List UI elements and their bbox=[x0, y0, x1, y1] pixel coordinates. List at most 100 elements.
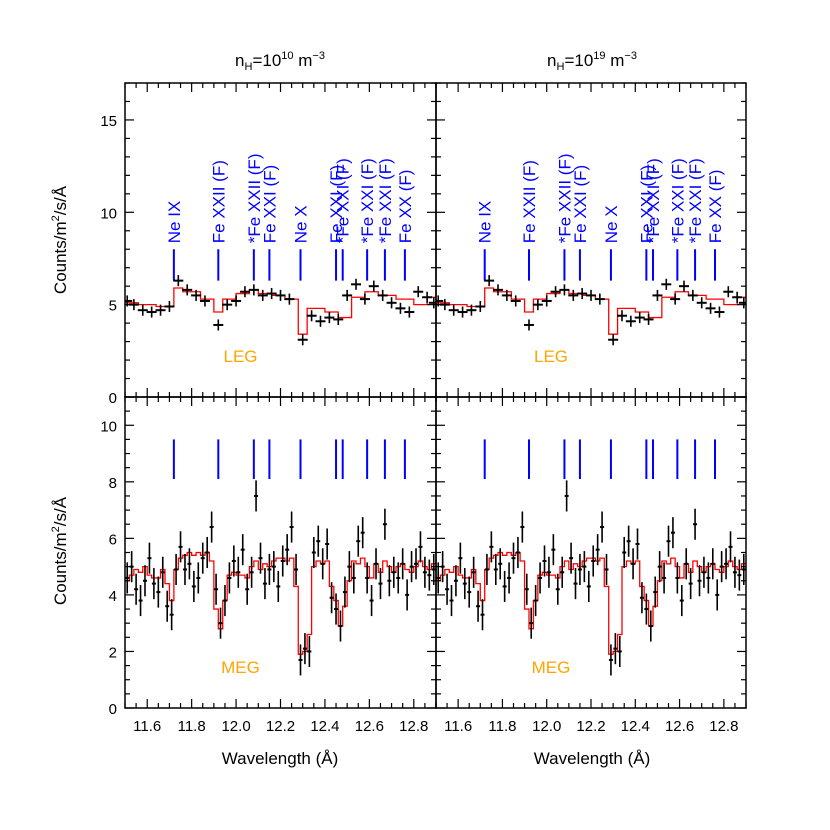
x-tick-label: 11.8 bbox=[488, 718, 516, 735]
data-point-24 bbox=[231, 545, 236, 577]
data-point-64 bbox=[719, 551, 724, 583]
data-point-62 bbox=[710, 548, 715, 580]
column-title-right: nH=1019 m−3 bbox=[547, 50, 637, 73]
model-histogram bbox=[436, 551, 746, 655]
data-point-18 bbox=[515, 536, 520, 569]
data-point-40 bbox=[613, 633, 618, 665]
data-point-5 bbox=[458, 542, 463, 574]
data-point-16 bbox=[577, 288, 588, 300]
instrument-label-meg: MEG bbox=[532, 658, 571, 677]
data-point-50 bbox=[657, 551, 662, 583]
data-point-38 bbox=[294, 553, 299, 586]
data-point-50 bbox=[347, 551, 352, 583]
model-histogram bbox=[125, 551, 436, 655]
data-point-21 bbox=[625, 315, 636, 327]
data-point-34 bbox=[738, 297, 746, 309]
data-point-12 bbox=[489, 531, 494, 563]
data-point-21 bbox=[529, 607, 534, 639]
data-point-29 bbox=[254, 480, 259, 512]
data-point-46 bbox=[639, 582, 644, 614]
x-axis-label-right: Wavelength (Å) bbox=[534, 749, 651, 768]
line-id-label-9: Fe XX (F) bbox=[706, 170, 725, 244]
data-point-13 bbox=[239, 286, 250, 298]
data-point-28 bbox=[377, 289, 388, 301]
data-point-20 bbox=[214, 573, 219, 605]
data-point-38 bbox=[604, 553, 609, 586]
data-point-18 bbox=[284, 293, 295, 305]
data-point-44 bbox=[631, 548, 636, 580]
column-title-left: nH=1010 m−3 bbox=[235, 50, 325, 73]
line-id-label-5: Fe XXI (F) bbox=[637, 165, 656, 243]
data-point-6 bbox=[462, 568, 467, 600]
data-point-27 bbox=[368, 280, 379, 292]
data-point-9 bbox=[476, 590, 481, 622]
data-point-42 bbox=[311, 536, 316, 569]
line-id-label-2: *Fe XXII (F) bbox=[245, 154, 264, 244]
data-point-51 bbox=[351, 562, 356, 594]
data-point-61 bbox=[706, 562, 711, 594]
data-point-3 bbox=[138, 585, 143, 617]
data-point-16 bbox=[266, 288, 277, 300]
data-point-39 bbox=[298, 644, 303, 676]
data-point-60 bbox=[701, 556, 706, 588]
data-point-27 bbox=[245, 573, 250, 605]
data-point-5 bbox=[475, 300, 486, 313]
data-point-22 bbox=[222, 585, 227, 617]
y-tick-label: 4 bbox=[109, 588, 117, 605]
x-tick-label: 12.0 bbox=[221, 718, 250, 735]
data-point-26 bbox=[670, 293, 681, 305]
panel-r0c0-leg-panel: Ne IX Fe XXII (F) *Fe XXII (F)Fe XXI (F) Ne… bbox=[100, 82, 437, 407]
data-point-66 bbox=[728, 531, 733, 563]
data-point-30 bbox=[395, 302, 406, 314]
data-point-2 bbox=[137, 304, 148, 316]
data-point-41 bbox=[307, 635, 312, 668]
data-point-48 bbox=[648, 610, 653, 642]
data-point-22 bbox=[533, 585, 538, 617]
data-point-68 bbox=[737, 559, 742, 591]
y-tick-label: 2 bbox=[109, 644, 117, 661]
data-point-26 bbox=[551, 534, 556, 566]
data-point-12 bbox=[178, 531, 183, 563]
data-point-12 bbox=[541, 295, 552, 307]
data-point-7 bbox=[467, 576, 472, 608]
data-point-27 bbox=[555, 573, 560, 605]
data-point-32 bbox=[413, 286, 424, 298]
line-id-label-9: Fe XX (F) bbox=[396, 170, 415, 244]
line-id-label-8: *Fe XXI (F) bbox=[376, 158, 395, 243]
line-id-label-3: Fe XXI (F) bbox=[260, 165, 279, 243]
line-id-label-8: *Fe XXI (F) bbox=[686, 158, 705, 243]
data-point-11 bbox=[532, 299, 543, 311]
data-point-9 bbox=[510, 295, 521, 307]
data-point-9 bbox=[165, 590, 170, 622]
data-point-14 bbox=[248, 284, 259, 296]
data-point-45 bbox=[635, 528, 640, 560]
data-point-11 bbox=[174, 553, 179, 586]
instrument-label-leg: LEG bbox=[534, 347, 568, 366]
data-point-13 bbox=[550, 286, 561, 298]
instrument-label-leg: LEG bbox=[223, 347, 257, 366]
line-id-label-0: Ne IX bbox=[476, 201, 495, 244]
x-tick-label: 12.4 bbox=[310, 718, 339, 735]
data-point-59 bbox=[387, 565, 392, 597]
data-point-36 bbox=[595, 534, 600, 566]
data-point-31 bbox=[262, 568, 267, 600]
panel-r1c0-meg-panel: MEG 0 2 4 6 8 10 11.6 11.8 12.0 12.2 12.4 12.6 12.8 bbox=[100, 396, 437, 735]
data-point-56 bbox=[374, 548, 379, 580]
data-point-10 bbox=[480, 599, 485, 631]
data-point-17 bbox=[511, 542, 516, 574]
data-point-21 bbox=[315, 315, 326, 327]
data-point-29 bbox=[386, 297, 397, 309]
data-point-13 bbox=[182, 553, 187, 586]
data-point-46 bbox=[329, 582, 334, 614]
data-point-32 bbox=[267, 553, 272, 586]
panel-frame bbox=[124, 396, 437, 709]
data-point-3 bbox=[146, 306, 157, 318]
data-point-66 bbox=[418, 531, 423, 563]
data-point-58 bbox=[382, 508, 387, 540]
data-point-6 bbox=[151, 568, 156, 600]
data-point-35 bbox=[591, 545, 596, 577]
data-point-65 bbox=[414, 548, 419, 580]
data-point-67 bbox=[422, 556, 427, 588]
data-point-13 bbox=[493, 553, 498, 586]
